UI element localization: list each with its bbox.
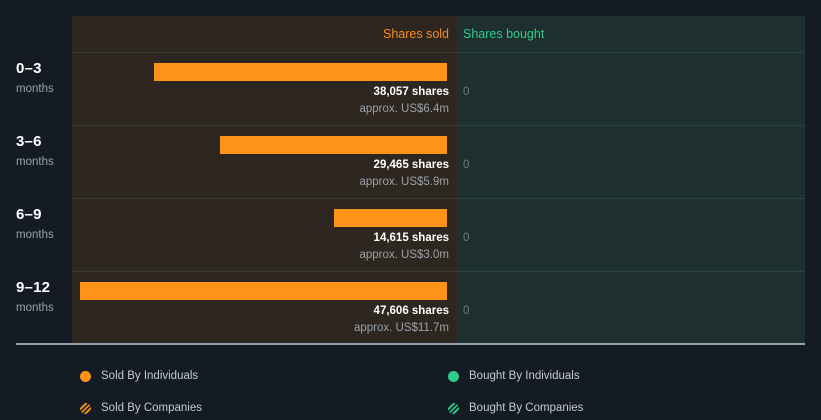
shares-sold-value: 29,465 shares	[373, 159, 449, 171]
chart-row: 3–6 months 29,465 shares approx. US$5.9m…	[0, 125, 821, 198]
chart-baseline-axis	[16, 343, 805, 345]
row-divider-bought	[457, 52, 805, 53]
period-range: 6–9	[16, 206, 42, 223]
bought-individuals-swatch-icon	[448, 370, 459, 382]
shares-bought-value: 0	[463, 232, 470, 244]
shares-sold-value: 47,606 shares	[373, 305, 449, 317]
shares-sold-bar	[334, 209, 447, 227]
period-unit: months	[16, 302, 54, 314]
legend-label: Bought By Companies	[469, 402, 584, 414]
period-label-cell: 9–12 months	[16, 271, 72, 343]
shares-bought-value: 0	[463, 305, 470, 317]
legend-item-bought-by-individuals[interactable]: Bought By Individuals	[448, 366, 580, 386]
row-divider-bought	[457, 198, 805, 199]
shares-sold-bar	[154, 63, 447, 81]
legend-label: Sold By Companies	[101, 402, 202, 414]
legend-label: Sold By Individuals	[101, 370, 199, 382]
chart-legend: Sold By Individuals Sold By Companies Bo…	[0, 360, 821, 420]
shares-bought-column-background	[457, 16, 805, 343]
shares-bought-value: 0	[463, 159, 470, 171]
shares-sold-approx-value: approx. US$6.4m	[359, 103, 450, 115]
legend-item-bought-by-companies[interactable]: Bought By Companies	[448, 398, 583, 418]
shares-sold-bar	[220, 136, 447, 154]
chart-row: 0–3 months 38,057 shares approx. US$6.4m…	[0, 52, 821, 125]
period-unit: months	[16, 156, 54, 168]
row-divider	[72, 271, 805, 272]
row-divider-bought	[457, 125, 805, 126]
sold-individuals-swatch-icon	[80, 370, 91, 382]
row-divider	[72, 125, 805, 126]
period-unit: months	[16, 83, 54, 95]
period-label-cell: 6–9 months	[16, 198, 72, 271]
period-label-cell: 3–6 months	[16, 125, 72, 198]
bought-companies-hatched-swatch-icon	[448, 402, 459, 414]
legend-label: Bought By Individuals	[469, 370, 580, 382]
shares-sold-approx-value: approx. US$3.0m	[359, 249, 450, 261]
shares-bought-value: 0	[463, 86, 470, 98]
legend-item-sold-by-companies[interactable]: Sold By Companies	[80, 398, 202, 418]
shares-bought-column-header: Shares bought	[463, 27, 545, 41]
shares-sold-value: 14,615 shares	[373, 232, 449, 244]
row-divider	[72, 52, 805, 53]
sold-companies-hatched-swatch-icon	[80, 402, 91, 414]
row-divider-bought	[457, 271, 805, 272]
period-range: 3–6	[16, 133, 42, 150]
period-label-cell: 0–3 months	[16, 52, 72, 125]
chart-row: 6–9 months 14,615 shares approx. US$3.0m…	[0, 198, 821, 271]
shares-sold-approx-value: approx. US$11.7m	[353, 322, 449, 334]
period-range: 9–12	[16, 279, 51, 296]
period-unit: months	[16, 229, 54, 241]
shares-sold-bar	[80, 282, 447, 300]
period-range: 0–3	[16, 60, 42, 77]
shares-sold-approx-value: approx. US$5.9m	[359, 176, 450, 188]
row-divider	[72, 198, 805, 199]
shares-sold-column-header: Shares sold	[382, 27, 449, 41]
shares-sold-value: 38,057 shares	[373, 86, 449, 98]
chart-row: 9–12 months 47,606 shares approx. US$11.…	[0, 271, 821, 343]
legend-item-sold-by-individuals[interactable]: Sold By Individuals	[80, 366, 198, 386]
